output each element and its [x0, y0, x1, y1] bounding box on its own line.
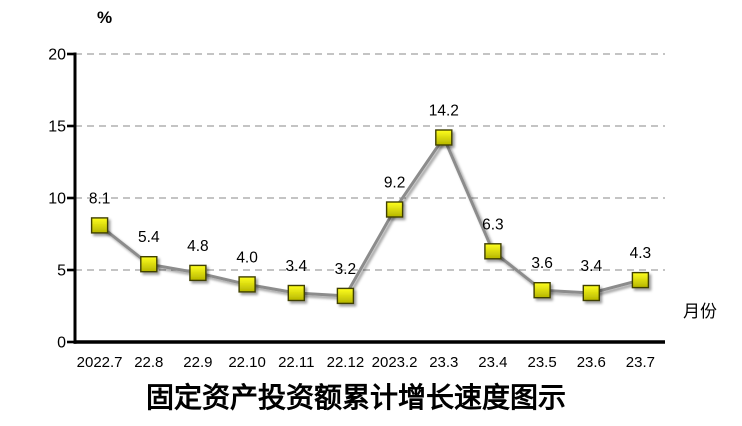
series-line [98, 136, 642, 298]
data-point-marker-2023.2 [385, 201, 404, 218]
x-tick-label-22.11: 22.11 [278, 354, 314, 371]
x-tick-label-23.7: 23.7 [626, 354, 655, 371]
data-point-marker-23.5 [533, 282, 551, 299]
y-tick-label-5: 5 [57, 263, 66, 280]
y-tick-label-10: 10 [48, 191, 66, 208]
data-label-22.11: 3.4 [286, 258, 308, 275]
data-label-22.10: 4.0 [236, 249, 258, 266]
x-tick-label-22.8: 22.8 [134, 354, 163, 371]
data-point-marker-2022.7 [90, 217, 109, 234]
data-label-22.9: 4.8 [187, 238, 209, 255]
x-tick-label-2022.7: 2022.7 [77, 354, 123, 371]
x-tick-label-22.10: 22.10 [228, 354, 266, 371]
data-label-23.5: 3.6 [531, 255, 553, 272]
data-label-23.4: 6.3 [482, 216, 504, 233]
x-tick-label-2023.2: 2023.2 [372, 354, 418, 371]
y-tick-label-20: 20 [48, 47, 66, 64]
data-point-marker-23.3 [435, 129, 453, 146]
data-point-marker-23.6 [582, 284, 600, 302]
chart-title: 固定资产投资额累计增长速度图示 [145, 381, 566, 414]
data-point-marker-22.12 [336, 287, 355, 305]
x-tick-label-22.12: 22.12 [327, 354, 365, 371]
data-label-23.3: 14.2 [429, 103, 459, 120]
data-label-22.12: 3.2 [335, 261, 357, 278]
data-label-23.7: 4.3 [630, 245, 652, 262]
data-label-22.8: 5.4 [138, 229, 160, 246]
data-label-23.6: 3.4 [581, 258, 603, 275]
x-tick-label-23.3: 23.3 [429, 354, 458, 371]
data-point-marker-22.10 [238, 276, 256, 293]
x-axis-title: 月份 [683, 302, 717, 322]
data-point-marker-22.8 [140, 256, 158, 273]
x-tick-label-23.4: 23.4 [478, 354, 507, 371]
y-tick-label-15: 15 [48, 119, 66, 136]
x-tick-label-22.9: 22.9 [183, 354, 212, 371]
data-label-2023.2: 9.2 [384, 175, 406, 192]
x-tick-label-23.6: 23.6 [577, 354, 606, 371]
x-tick-label-23.5: 23.5 [527, 354, 556, 371]
data-label-2022.7: 8.1 [89, 190, 111, 207]
y-tick-label-0: 0 [57, 335, 66, 352]
data-point-marker-23.4 [484, 243, 502, 260]
data-point-marker-22.9 [189, 264, 207, 282]
data-point-marker-23.7 [631, 271, 650, 289]
y-axis-unit-label: % [97, 8, 113, 27]
data-point-marker-22.11 [287, 284, 305, 302]
